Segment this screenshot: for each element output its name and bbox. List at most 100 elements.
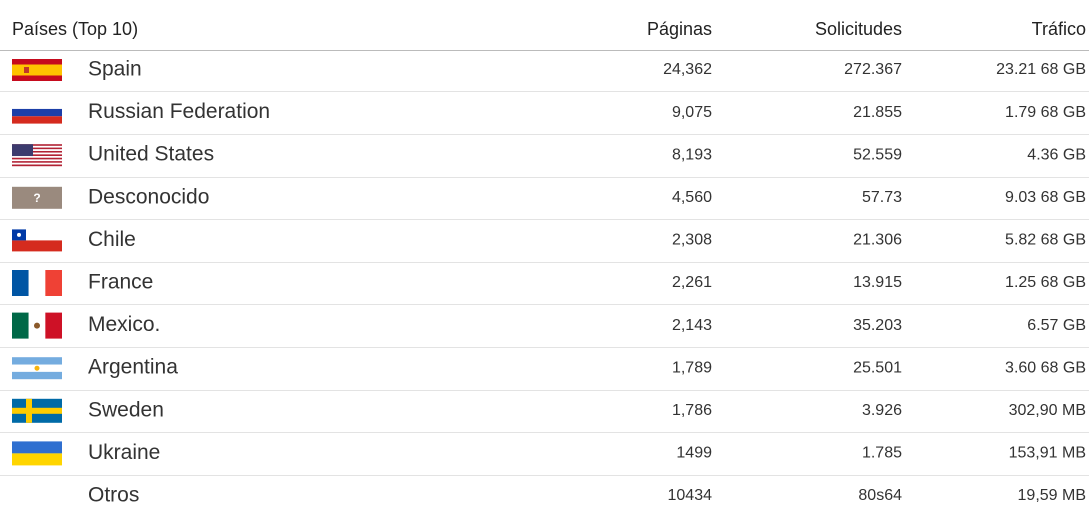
country-name: Chile [88, 228, 136, 251]
table-row: Ukraine 1499 1.785 153,91 MB [0, 441, 1089, 476]
flag-icon [12, 270, 62, 296]
cell-value: 6.57 GB [1027, 317, 1086, 334]
flag-part [12, 270, 29, 296]
table-row: Sweden 1,786 3.926 302,90 MB [0, 398, 1089, 433]
country-name: Russian Federation [88, 100, 270, 123]
flag-part [12, 312, 29, 339]
cell-value: 1,786 [672, 402, 712, 419]
cell-value: 9.03 68 GB [1005, 189, 1086, 206]
cell-value: 23.21 68 GB [996, 61, 1086, 78]
flag-part [12, 108, 62, 117]
cell-value: 1,789 [672, 359, 712, 376]
cell-value: 302,90 MB [1009, 402, 1086, 419]
cell-value: 1.785 [862, 445, 902, 462]
flag-part [28, 270, 46, 296]
column-header: Páginas [647, 19, 712, 39]
table-row: Mexico. 2,143 35.203 6.57 GB [0, 312, 1089, 348]
flag-part [12, 161, 62, 163]
cell-value: 5.82 68 GB [1005, 232, 1086, 249]
flag-part [12, 159, 62, 162]
cell-value: 52.559 [853, 146, 902, 163]
country-name: Desconocido [88, 185, 209, 208]
flag-part [12, 149, 62, 151]
cell-value: 57.73 [862, 189, 902, 206]
flag-part [12, 152, 62, 155]
country-name: France [88, 271, 153, 294]
table-row: Chile 2,308 21.306 5.82 68 GB [0, 228, 1089, 263]
flag-part [12, 145, 62, 148]
cell-value: 21.855 [853, 104, 902, 121]
country-name: Spain [88, 58, 142, 81]
cell-value: 35.203 [853, 317, 902, 334]
unknown-flag-mark: ? [33, 191, 40, 205]
country-name: Argentina [88, 356, 178, 379]
table-row: France 2,261 13.915 1.25 68 GB [0, 270, 1089, 305]
cell-value: 1499 [676, 445, 712, 462]
country-name: Otros [88, 484, 139, 507]
flag-part [45, 312, 62, 339]
flag-part [34, 365, 40, 371]
flag-part [12, 240, 62, 252]
cell-value: 25.501 [853, 359, 902, 376]
flag-icon [12, 144, 62, 167]
flag-part [12, 162, 62, 165]
cell-value: 9,075 [672, 104, 712, 121]
cell-value: 2,261 [672, 274, 712, 291]
table-row: Spain 24,362 272.367 23.21 68 GB [0, 58, 1089, 92]
flag-part [12, 453, 62, 466]
cell-value: 13.915 [853, 274, 902, 291]
cell-value: 2,308 [672, 232, 712, 249]
flag-part [12, 144, 62, 146]
flag-part [12, 156, 62, 158]
cell-value: 19,59 MB [1018, 487, 1086, 504]
cell-value: 2,143 [672, 317, 712, 334]
table-row: Russian Federation 9,075 21.855 1.79 68 GB [0, 100, 1089, 135]
cell-value: 24,362 [663, 61, 712, 78]
flag-part [12, 157, 62, 160]
flag-icon: ? [12, 186, 62, 209]
flag-part [12, 407, 62, 414]
country-name: United States [88, 143, 214, 166]
flag-part [12, 116, 62, 124]
flag-part [12, 154, 62, 157]
cell-value: 1.25 68 GB [1005, 274, 1086, 291]
table-row: Otros 10434 80s64 19,59 MB [88, 484, 1086, 507]
cell-value: 153,91 MB [1009, 445, 1086, 462]
flag-part [12, 164, 62, 167]
cell-value: 8,193 [672, 146, 712, 163]
flag-part [12, 229, 62, 241]
flag-icon [12, 441, 62, 466]
flag-part [34, 322, 40, 329]
cell-value: 4,560 [672, 189, 712, 206]
country-name: Mexico. [88, 313, 160, 336]
table-row: United States 8,193 52.559 4.36 GB [0, 143, 1089, 178]
flag-icon [12, 101, 62, 124]
flag-part [24, 67, 29, 73]
flag-part [12, 147, 62, 150]
flag-part [45, 270, 62, 296]
country-name: Sweden [88, 398, 164, 421]
country-name: Ukraine [88, 441, 160, 464]
cell-value: 10434 [668, 487, 713, 504]
cell-value: 3.60 68 GB [1005, 359, 1086, 376]
flag-icon [12, 229, 62, 252]
column-header: Países (Top 10) [12, 19, 138, 39]
flag-part [12, 186, 62, 209]
flag-part [17, 232, 21, 237]
cell-value: 21.306 [853, 232, 902, 249]
flag-icon [12, 59, 62, 81]
cell-value: 1.79 68 GB [1005, 104, 1086, 121]
flag-part [12, 101, 62, 109]
table-row: ? Desconocido 4,560 57.73 9.03 68 GB [0, 185, 1089, 220]
column-header: Tráfico [1032, 19, 1086, 39]
flag-icon [12, 312, 62, 339]
flag-part [12, 144, 33, 157]
flag-icon [12, 357, 62, 380]
flag-part [12, 441, 62, 454]
cell-value: 272.367 [844, 61, 902, 78]
flag-part [12, 150, 62, 153]
cell-value: 80s64 [858, 487, 902, 504]
cell-value: 3.926 [862, 402, 902, 419]
cell-value: 4.36 GB [1027, 146, 1086, 163]
